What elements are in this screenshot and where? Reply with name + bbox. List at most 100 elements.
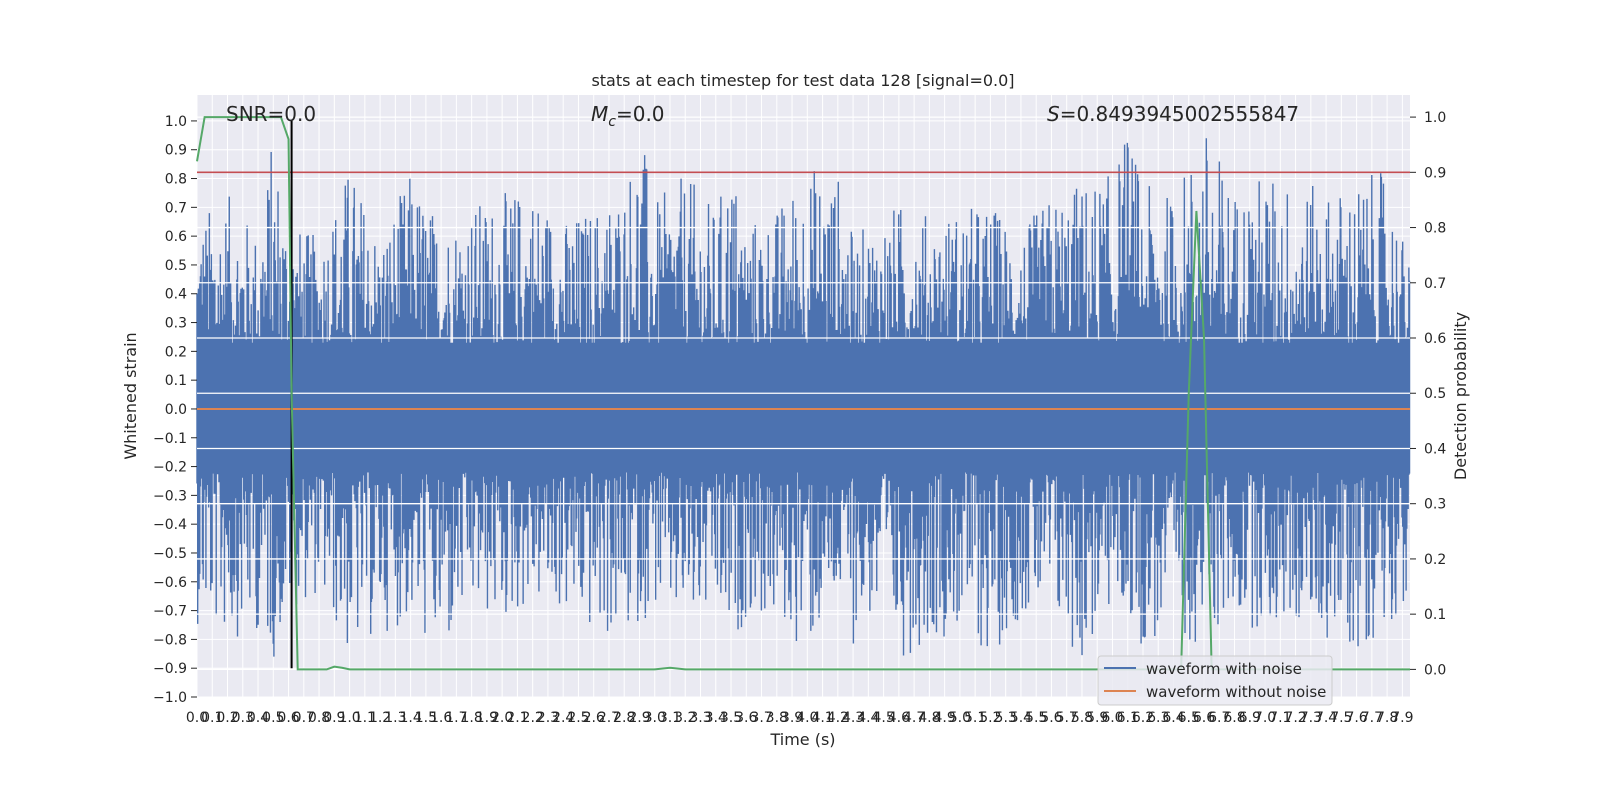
y-axis-label: Whitened strain [121,332,140,459]
x-tick-label: 6.7 [1208,710,1230,726]
x-tick-label: 4.1 [811,710,833,726]
x-tick-label: 0.0 [186,710,208,726]
overlay-lines [196,116,1410,671]
snr-annotation: SNR=0.0 [226,102,316,126]
x-tick-label: 1.7 [445,710,467,726]
x-tick-label: 6.0 [1101,710,1123,726]
x-tick-label: 2.3 [537,710,559,726]
x-tick-label: 4.0 [796,710,818,726]
x-tick-label: 5.5 [1025,710,1047,726]
x-tick-label: 0.6 [277,710,299,726]
chirp-mass-value: =0.0 [616,102,665,126]
chirp-mass-subscript: c [608,114,616,130]
y-tick-label: 0.8 [165,172,187,188]
x-tick-label: 5.0 [949,710,971,726]
y2-tick-label: 0.5 [1424,386,1446,402]
y-tick-label: −0.6 [153,575,187,591]
x-tick-label: 1.8 [461,710,483,726]
x-tick-label: 3.6 [735,710,757,726]
y2-axis-ticks: 0.0 0.1 0.2 0.3 0.4 0.5 0.6 0.7 0.8 0.9 1.0 [1410,110,1446,678]
y-tick-label: 0.5 [165,258,187,274]
x-tick-label: 1.5 [415,710,437,726]
x-tick-label: 5.3 [995,710,1017,726]
y2-tick-label: 1.0 [1424,110,1446,126]
x-tick-label: 4.8 [918,710,940,726]
score-annotation: S=0.8493945002555847 [1047,102,1299,126]
legend-label-noise: waveform with noise [1146,660,1302,678]
x-tick-label: 5.6 [1040,710,1062,726]
x-tick-label: 3.2 [674,710,696,726]
x-tick-label: 2.0 [491,710,513,726]
legend-label-clean: waveform without noise [1146,683,1326,701]
x-tick-label: 6.6 [1193,710,1215,726]
x-tick-label: 2.1 [506,710,528,726]
x-tick-label: 2.6 [583,710,605,726]
y-tick-label: −0.1 [153,431,187,447]
x-tick-label: 1.4 [399,710,421,726]
detection-probability-line [196,116,1410,671]
chart-title: stats at each timestep for test data 128… [591,71,1014,90]
x-tick-label: 3.8 [766,710,788,726]
x-tick-label: 6.1 [1117,710,1139,726]
y-tick-label: −0.8 [153,632,187,648]
x-tick-label: 7.8 [1376,710,1398,726]
x-tick-label: 1.2 [369,710,391,726]
x-tick-label: 0.8 [308,710,330,726]
legend-box [1097,655,1333,706]
x-tick-label: 2.9 [628,710,650,726]
y-tick-label: 0.7 [165,200,187,216]
score-value: =0.8493945002555847 [1060,102,1299,126]
x-tick-label: 1.9 [476,710,498,726]
x-tick-label: 4.6 [888,710,910,726]
x-tick-label: 4.7 [903,710,925,726]
legend: waveform with noise waveform without noi… [1097,655,1333,706]
x-tick-label: 0.7 [293,710,315,726]
y-tick-label: −0.9 [153,661,187,677]
x-tick-label: 3.5 [720,710,742,726]
y-tick-label: 1.0 [165,114,187,130]
y-tick-label: 0.9 [165,143,187,159]
x-tick-label: 2.8 [613,710,635,726]
x-tick-label: 4.5 [872,710,894,726]
y2-tick-label: 0.4 [1424,441,1446,457]
x-tick-label: 4.4 [857,710,879,726]
x-tick-label: 0.5 [262,710,284,726]
y2-tick-label: 0.6 [1424,331,1446,347]
x-tick-label: 1.1 [354,710,376,726]
y-tick-label: 0.2 [165,344,187,360]
plot-area [196,95,1411,698]
x-tick-label: 7.3 [1300,710,1322,726]
x-tick-label: 6.9 [1239,710,1261,726]
y2-tick-label: 0.0 [1424,662,1446,678]
y2-tick-label: 0.9 [1424,165,1446,181]
chirp-mass-annotation: Mc=0.0 [591,102,665,130]
y-tick-label: 0.6 [165,229,187,245]
x-tick-label: 4.3 [842,710,864,726]
x-tick-label: 6.2 [1132,710,1154,726]
y2-tick-label: 0.2 [1424,552,1446,568]
y-tick-label: −0.7 [153,604,187,620]
x-tick-label: 4.2 [827,710,849,726]
x-tick-label: 7.9 [1391,710,1413,726]
y2-tick-label: 0.8 [1424,221,1446,237]
x-tick-label: 7.1 [1269,710,1291,726]
x-tick-label: 2.2 [522,710,544,726]
x-tick-label: 3.0 [644,710,666,726]
x-tick-label: 1.6 [430,710,452,726]
x-tick-label: 0.1 [201,710,223,726]
chirp-mass-symbol: M [591,102,608,126]
y-tick-label: −0.3 [153,488,187,504]
x-tick-label: 5.9 [1086,710,1108,726]
waveform-with-noise-series [196,138,1411,657]
y2-tick-label: 0.1 [1424,607,1446,623]
y-tick-label: 0.3 [165,316,187,332]
x-tick-label: 6.8 [1223,710,1245,726]
x-tick-label: 3.7 [750,710,772,726]
x-tick-label: 7.7 [1361,710,1383,726]
x-tick-label: 0.3 [232,710,254,726]
x-tick-label: 2.4 [552,710,574,726]
x-tick-label: 2.5 [567,710,589,726]
x-tick-label: 7.5 [1330,710,1352,726]
score-symbol: S [1047,102,1060,126]
x-tick-label: 6.3 [1147,710,1169,726]
